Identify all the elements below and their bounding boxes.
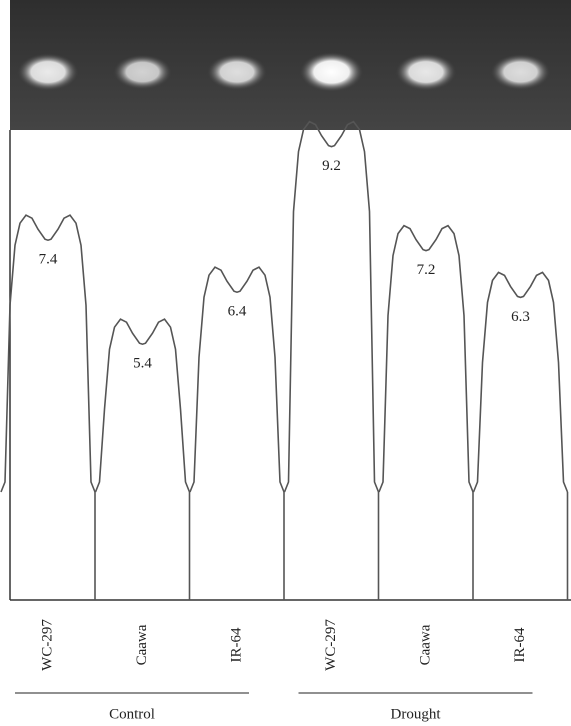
value-label: 6.4 bbox=[228, 304, 247, 320]
gel-band bbox=[490, 54, 550, 90]
densitometry-peak bbox=[190, 267, 284, 492]
value-label: 6.3 bbox=[511, 309, 530, 325]
value-label: 7.4 bbox=[39, 252, 58, 268]
value-label: 9.2 bbox=[322, 158, 341, 174]
group-label: Drought bbox=[391, 706, 442, 722]
gel-band bbox=[395, 53, 456, 90]
lane-label: IR-64 bbox=[228, 627, 244, 662]
gel-image bbox=[10, 0, 571, 130]
figure: 7.4 WC-297 5.4 Caawa 6.4 IR-64 9.2 WC-297 7.2 Caa… bbox=[0, 0, 571, 726]
group-label: Control bbox=[109, 706, 155, 722]
gel-band bbox=[300, 52, 364, 92]
densitometry-peak bbox=[474, 272, 568, 492]
lane-label: WC-297 bbox=[39, 619, 55, 671]
lane-label: Caawa bbox=[134, 624, 150, 665]
gel-band bbox=[207, 54, 267, 90]
value-label: 5.4 bbox=[133, 356, 152, 372]
value-label: 7.2 bbox=[417, 262, 436, 278]
lane-label: IR-64 bbox=[512, 627, 528, 662]
lane-label: WC-297 bbox=[323, 619, 339, 671]
densitometry-peak bbox=[285, 122, 379, 492]
densitometry-peak bbox=[96, 319, 190, 492]
lane-label: Caawa bbox=[417, 624, 433, 665]
gel-band bbox=[113, 54, 172, 89]
gel-band bbox=[17, 53, 79, 91]
